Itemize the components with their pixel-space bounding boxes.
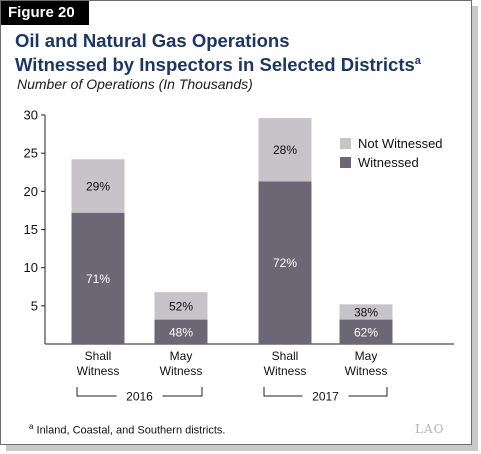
bar-witnessed (339, 319, 393, 344)
y-axis-label: Number of Operations (In Thousands) (17, 76, 253, 92)
bar-witnessed (258, 181, 312, 344)
category-label-line2: Witness (160, 364, 203, 378)
y-tick-label: 25 (24, 146, 38, 161)
title-footnote-marker: a (414, 55, 421, 67)
category-label-line1: May (355, 349, 378, 363)
data-label-not-witnessed: 28% (273, 143, 297, 157)
category-label-line1: Shall (272, 349, 299, 363)
category-label-line2: Witness (345, 364, 388, 378)
figure-label: Figure 20 (1, 1, 89, 25)
y-tick-label: 20 (24, 184, 38, 199)
footnote-text: Inland, Coastal, and Southern districts. (33, 424, 226, 437)
legend-swatch-witnessed (340, 157, 351, 168)
category-label-line2: Witness (264, 364, 307, 378)
bar-not-witnessed (71, 159, 125, 213)
group-label: 2016 (126, 390, 153, 404)
data-label-not-witnessed: 52% (169, 299, 193, 313)
category-label-line1: Shall (85, 349, 112, 363)
data-label-not-witnessed: 29% (86, 179, 110, 193)
figure-frame: Figure 20 Oil and Natural Gas Operations… (0, 0, 472, 445)
category-label-line1: May (170, 349, 193, 363)
bar-not-witnessed (258, 118, 312, 182)
group-bracket-left (263, 387, 303, 397)
y-tick-label: 10 (24, 260, 38, 275)
y-tick-label: 30 (24, 108, 38, 123)
legend-label-witnessed: Witnessed (358, 155, 419, 170)
bar-not-witnessed (154, 292, 208, 320)
group-label: 2017 (312, 390, 339, 404)
bar-not-witnessed (339, 304, 393, 320)
data-label-not-witnessed: 38% (354, 305, 378, 319)
lao-logo: LAO (415, 422, 445, 436)
legend-swatch-not-witnessed (340, 138, 351, 149)
data-label-witnessed: 48% (169, 325, 193, 339)
data-label-witnessed: 72% (273, 256, 297, 270)
chart-title: Oil and Natural Gas Operations Witnessed… (15, 30, 421, 75)
footnote: a Inland, Coastal, and Southern district… (29, 422, 225, 437)
footnote-marker: a (29, 422, 34, 431)
data-label-witnessed: 71% (86, 272, 110, 286)
data-label-witnessed: 62% (354, 325, 378, 339)
y-tick-label: 15 (24, 222, 38, 237)
group-bracket-right (162, 387, 203, 397)
bar-witnessed (71, 212, 125, 344)
y-tick-label: 5 (31, 298, 38, 313)
category-label-line2: Witness (77, 364, 120, 378)
bar-witnessed (154, 319, 208, 344)
title-line-1: Oil and Natural Gas Operations (15, 30, 290, 51)
group-bracket-left (76, 387, 117, 397)
bar-chart: 5101520253071%29%ShallWitness48%52%MayWi… (24, 108, 454, 404)
legend-label-not-witnessed: Not Witnessed (358, 136, 443, 151)
title-line-2: Witnessed by Inspectors in Selected Dist… (15, 54, 415, 76)
group-bracket-right (348, 387, 388, 397)
